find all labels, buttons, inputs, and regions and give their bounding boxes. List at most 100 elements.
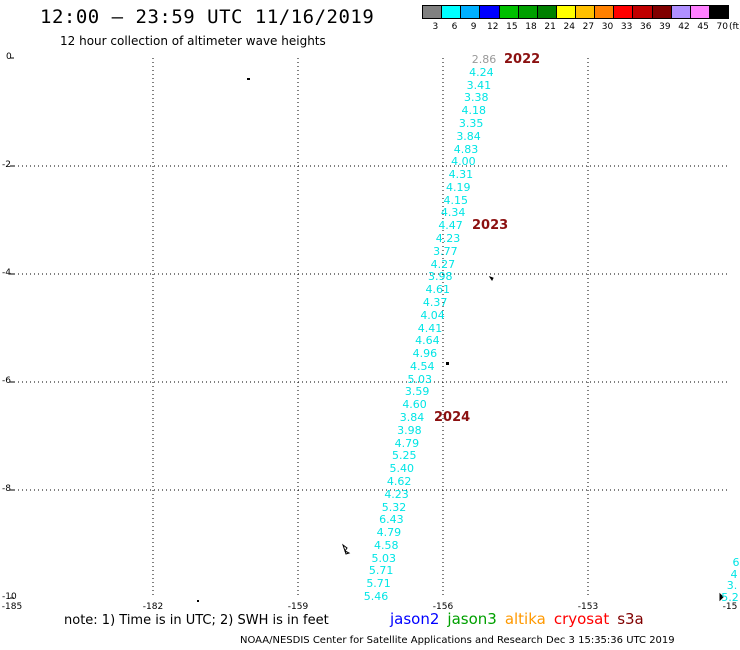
colorbar-label: 45 [697, 22, 709, 32]
x-tick-label: -182 [142, 602, 164, 612]
wave-height-label: 4.64 [415, 334, 440, 348]
wave-height-label: 4.60 [402, 398, 427, 412]
wave-height-label: 3. [726, 579, 738, 592]
x-tick-label: -156 [432, 602, 454, 612]
wave-height-label: 4.58 [374, 538, 399, 552]
year-label: 2022 [504, 52, 541, 67]
x-tick-label: -185 [1, 602, 23, 612]
wave-height-label: 3.35 [458, 116, 484, 130]
colorbar-unit: (ft) [729, 22, 740, 32]
island-marker [197, 600, 199, 602]
grid-lines [10, 58, 730, 598]
wave-height-label: 3.98 [428, 270, 453, 284]
colorbar-labels: 3 6 9 12 15 18 21 24 27 30 33 36 39 42 45 70 [422, 22, 728, 34]
island-marker [446, 362, 449, 365]
year-label: 2023 [472, 218, 509, 233]
wave-height-label: 4.15 [443, 193, 468, 207]
note-text: note: 1) Time is in UTC; 2) SWH is in fe… [64, 613, 329, 628]
wave-height-label: 5.71 [368, 564, 394, 578]
y-tick-label: -4 [2, 268, 11, 278]
colorbar-label: 27 [582, 22, 595, 32]
colorbar-label: 33 [620, 22, 633, 32]
wave-height-label: 4.19 [446, 180, 471, 194]
year-label: 2024 [434, 410, 471, 425]
island-icon [342, 543, 351, 555]
wave-height-label: 3.98 [397, 423, 422, 437]
x-tick-label: -15 [722, 602, 738, 612]
wave-height-label: 5.71 [366, 577, 391, 591]
wave-height-label: 4.00 [451, 155, 476, 169]
wave-height-label: 3.77 [433, 244, 458, 258]
colorbar-label: 12 [487, 22, 499, 32]
wave-height-label: 4.83 [453, 142, 479, 156]
wave-height-label: 3.41 [466, 78, 492, 92]
island-icon [488, 276, 494, 281]
mission-cryosat: cryosat [553, 610, 610, 628]
colorbar-label: 30 [601, 22, 614, 32]
wave-height-label: 4.61 [425, 283, 450, 297]
wave-height-label: 5.03 [371, 551, 396, 565]
wave-height-label: 5.2 [721, 591, 739, 604]
wave-height-label: 4.24 [469, 65, 494, 79]
wave-height-label: 4.79 [394, 436, 420, 450]
wave-height-label: 4.27 [430, 257, 456, 271]
mission-jason2: jason2 [390, 610, 440, 628]
wave-height-label: 4.34 [440, 206, 466, 220]
wave-height-label: 5.46 [363, 590, 389, 603]
x-tick-label: -153 [577, 602, 599, 612]
wave-height-label: 4.62 [386, 474, 412, 488]
wave-height-label: 4.79 [376, 526, 402, 540]
y-tick-label: -2 [2, 160, 11, 170]
wave-height-label: 4.96 [412, 347, 438, 361]
wave-height-label: 4.18 [461, 104, 486, 118]
wave-height-label: 4.41 [417, 321, 443, 335]
colorbar-label: 70 [716, 22, 728, 32]
mission-jason3: jason3 [447, 610, 497, 628]
wave-height-colorbar [422, 5, 729, 19]
wave-height-label: 5.40 [389, 462, 414, 476]
island-marker [247, 78, 250, 80]
colorbar-label: 21 [544, 22, 556, 32]
wave-height-label: 3.38 [464, 91, 489, 105]
wave-height-label: 4 [730, 568, 738, 581]
mission-altika: altika [504, 610, 546, 628]
wave-height-label: 3.84 [456, 129, 481, 143]
wave-height-label: 4.23 [435, 232, 461, 245]
wave-height-label: 6 [732, 556, 740, 569]
y-tick-label: 0 [6, 52, 12, 62]
y-tick-label: -10 [2, 592, 17, 602]
y-tick-label: -8 [2, 484, 11, 494]
chart-subtitle: 12 hour collection of altimeter wave hei… [60, 34, 326, 48]
mission-s3a: s3a [617, 610, 644, 628]
colorbar-label: 3 [432, 22, 439, 32]
colorbar-label: 18 [525, 22, 537, 32]
colorbar-label: 24 [563, 22, 575, 32]
tick-marks [10, 57, 14, 599]
island-icon [719, 592, 724, 602]
y-tick-label: -6 [2, 376, 11, 386]
chart-title: 12:00 – 23:59 UTC 11/16/2019 [40, 6, 375, 28]
wave-height-label: 4.37 [422, 295, 448, 309]
wave-height-label: 5.03 [407, 372, 432, 386]
wave-height-label: 4.54 [410, 359, 435, 373]
wave-height-label: 3.84 [399, 411, 425, 424]
wave-height-label: 4.47 [438, 219, 463, 233]
wave-height-label: 4.23 [384, 487, 409, 501]
colorbar-label: 6 [451, 22, 458, 32]
colorbar-swatch [708, 5, 729, 19]
wave-height-label: 6.43 [379, 513, 404, 527]
x-tick-label: -159 [287, 602, 309, 612]
wave-height-label: 3.59 [404, 385, 430, 399]
colorbar-label: 9 [470, 22, 477, 32]
mission-legend: jason2 jason3 altika cryosat s3a [390, 610, 652, 628]
colorbar-label: 36 [640, 22, 652, 32]
wave-height-label: 5.32 [381, 500, 407, 514]
colorbar-label: 42 [678, 22, 690, 32]
footer-credit: NOAA/NESDIS Center for Satellite Applica… [240, 635, 675, 646]
wave-height-label: 4.31 [448, 168, 474, 182]
colorbar-label: 39 [659, 22, 671, 32]
wave-height-label: 2.86 [471, 53, 497, 66]
wave-height-label: 5.25 [392, 449, 417, 463]
wave-height-label: 4.04 [420, 308, 445, 322]
